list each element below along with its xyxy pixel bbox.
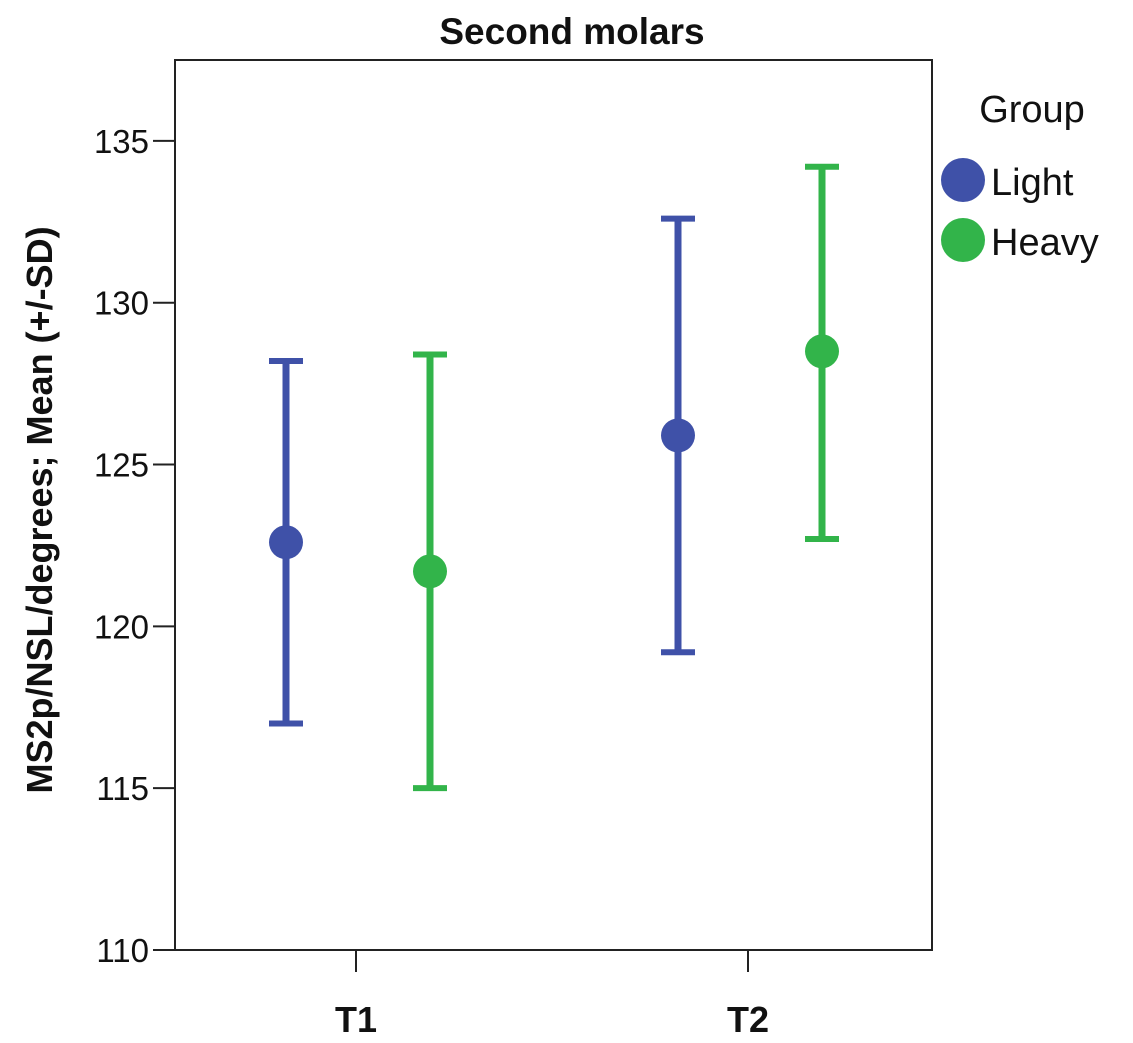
y-tick-label: 110 xyxy=(96,932,149,969)
y-tick-label: 120 xyxy=(94,608,149,645)
y-tick-label: 115 xyxy=(96,770,149,807)
legend-label: Light xyxy=(991,162,1074,204)
legend-items: Light Heavy xyxy=(941,158,1099,264)
mean-point xyxy=(413,554,447,589)
y-tick-label: 135 xyxy=(94,123,149,160)
y-tick-label: 130 xyxy=(94,285,149,322)
x-tick-label: T1 xyxy=(335,999,377,1040)
series-layer xyxy=(269,163,839,792)
chart-title: Second molars xyxy=(439,11,704,52)
mean-point xyxy=(805,334,839,369)
series-heavy xyxy=(413,163,839,792)
y-axis: 110 115 120 125 130 135 xyxy=(94,123,175,969)
plot-area xyxy=(174,59,933,951)
y-axis-label: MS2p/NSL/degrees; Mean (+/-SD) xyxy=(19,226,60,793)
y-tick-label: 125 xyxy=(94,447,149,484)
legend: Group Light Heavy xyxy=(941,89,1099,264)
series-light xyxy=(269,215,695,727)
legend-marker xyxy=(941,218,985,262)
x-axis: T1 T2 xyxy=(335,950,769,1040)
legend-item-light: Light xyxy=(941,158,1074,204)
mean-point xyxy=(269,525,303,560)
legend-item-heavy: Heavy xyxy=(941,218,1099,264)
x-tick-label: T2 xyxy=(727,999,769,1040)
legend-title: Group xyxy=(979,89,1085,131)
mean-point xyxy=(661,418,695,453)
legend-label: Heavy xyxy=(991,222,1099,264)
legend-marker xyxy=(941,158,985,202)
